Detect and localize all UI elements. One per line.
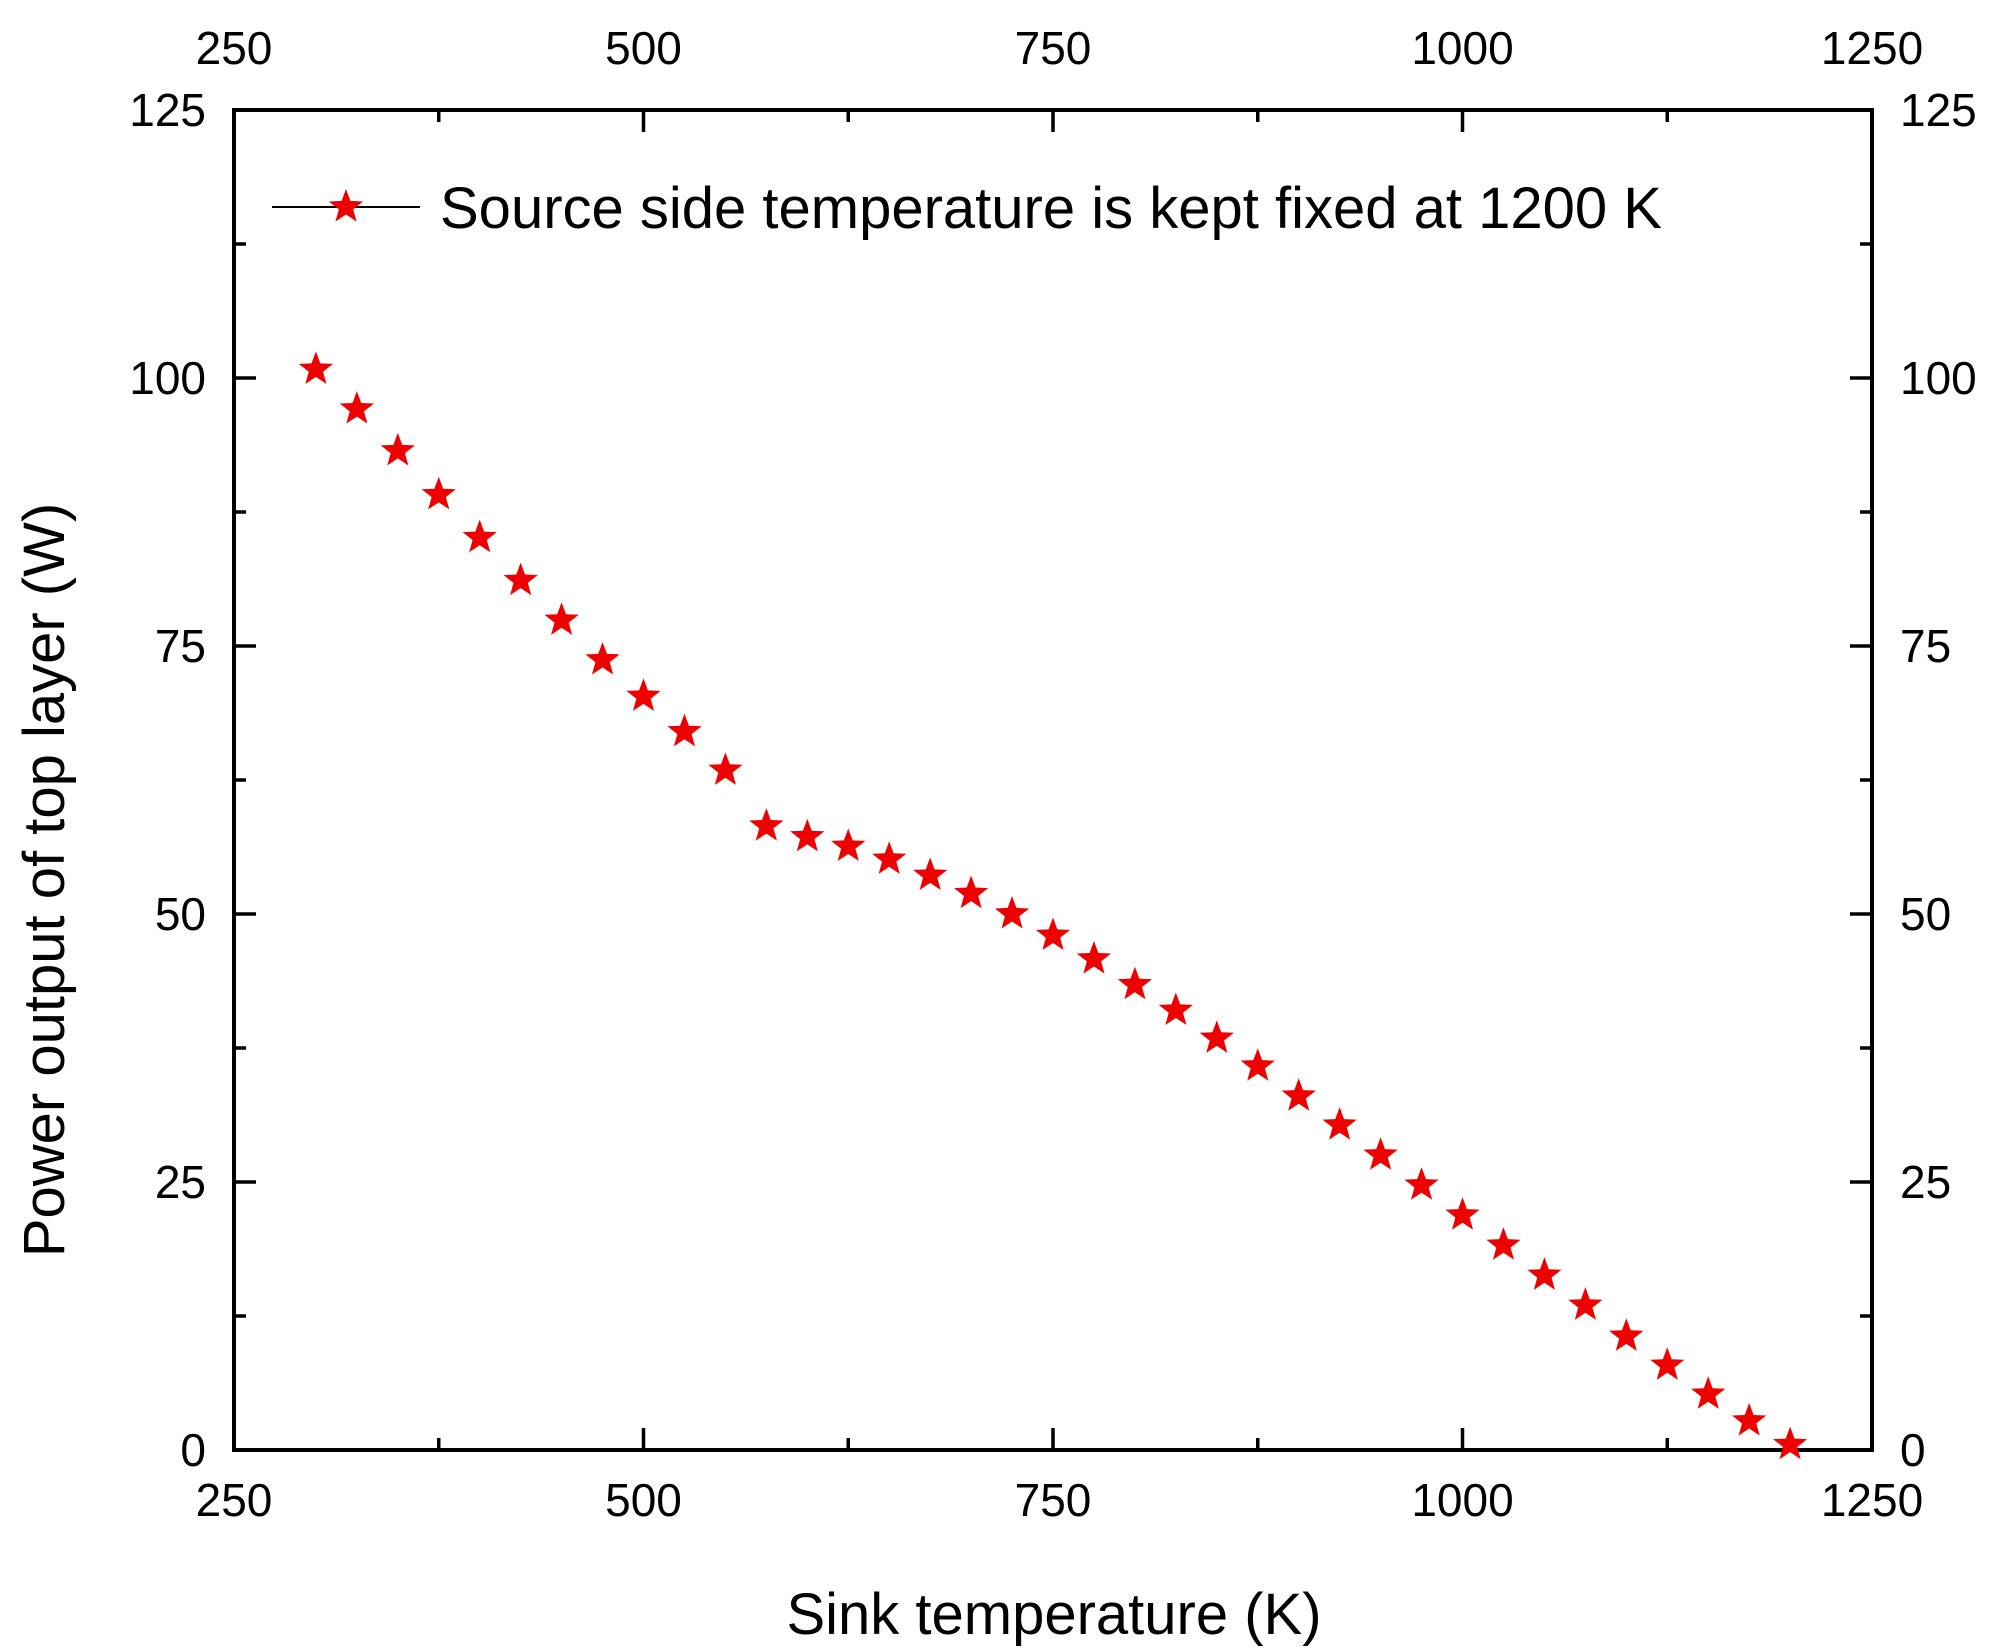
data-point-star — [1199, 1020, 1234, 1053]
data-point-star — [913, 857, 948, 890]
y-tick-label-right: 50 — [1900, 888, 1951, 940]
x-tick-label-bottom: 1250 — [1821, 1474, 1923, 1526]
data-point-star — [1732, 1403, 1767, 1436]
y-tick-label-left: 75 — [155, 620, 206, 672]
data-point-star — [708, 752, 743, 785]
x-tick-label-top: 750 — [1015, 22, 1092, 74]
data-point-star — [380, 432, 415, 466]
data-point-star — [749, 808, 784, 841]
x-tick-label-top: 250 — [196, 22, 273, 74]
axis-ticks — [232, 108, 1874, 1452]
data-point-star — [1281, 1078, 1316, 1111]
data-point-star — [953, 875, 989, 909]
x-tick-label-bottom: 250 — [196, 1474, 273, 1526]
data-point-star — [1691, 1376, 1726, 1409]
x-tick-label-top: 1000 — [1411, 22, 1513, 74]
data-point-star — [1527, 1257, 1562, 1290]
data-point-star — [1568, 1287, 1603, 1320]
data-point-star — [1158, 992, 1193, 1026]
data-point-star — [1404, 1167, 1439, 1200]
data-point-star — [831, 828, 866, 862]
y-tick-label-right: 100 — [1900, 352, 1977, 404]
x-tick-label-top: 1250 — [1821, 22, 1923, 74]
y-tick-label-right: 125 — [1900, 84, 1977, 136]
data-point-star — [626, 678, 661, 711]
y-tick-label-left: 125 — [129, 84, 206, 136]
y-tick-label-right: 0 — [1900, 1424, 1926, 1476]
data-point-star — [503, 562, 538, 596]
legend-star-marker — [328, 189, 364, 222]
data-point-star — [462, 519, 497, 553]
data-point-star — [667, 713, 702, 747]
data-markers — [298, 351, 1808, 1460]
data-point-star — [994, 896, 1030, 929]
data-point-star — [1363, 1137, 1398, 1170]
data-point-star — [790, 818, 825, 852]
data-point-star — [421, 476, 456, 510]
data-point-star — [339, 391, 374, 424]
data-point-star — [1650, 1347, 1685, 1380]
x-tick-label-bottom: 500 — [605, 1474, 682, 1526]
y-tick-label-right: 25 — [1900, 1156, 1951, 1208]
y-tick-label-right: 75 — [1900, 620, 1951, 672]
data-point-star — [585, 641, 620, 675]
data-point-star — [1322, 1107, 1357, 1140]
y-tick-label-left: 0 — [180, 1424, 206, 1476]
data-point-star — [1117, 966, 1153, 1000]
x-axis-title: Sink temperature (K) — [786, 1582, 1321, 1647]
data-point-star — [1486, 1227, 1521, 1260]
x-tick-label-bottom: 1000 — [1411, 1474, 1513, 1526]
x-tick-label-bottom: 750 — [1015, 1474, 1092, 1526]
data-point-star — [1772, 1426, 1808, 1460]
data-point-star — [298, 351, 334, 384]
y-axis-title: Power output of top layer (W) — [12, 503, 77, 1257]
x-tick-label-top: 500 — [605, 22, 682, 74]
y-tick-label-left: 25 — [155, 1156, 206, 1208]
data-point-star — [544, 602, 579, 635]
data-point-star — [1035, 917, 1071, 950]
data-point-star — [872, 841, 907, 874]
data-point-star — [1609, 1318, 1644, 1351]
data-point-star — [1240, 1048, 1275, 1081]
plot-frame — [232, 108, 1874, 1452]
y-tick-label-left: 50 — [155, 888, 206, 940]
data-point-star — [1445, 1197, 1480, 1230]
plot-border — [232, 108, 1874, 1452]
data-point-star — [1076, 941, 1112, 974]
y-tick-label-left: 100 — [129, 352, 206, 404]
legend-label: Source side temperature is kept fixed at… — [440, 176, 1662, 241]
legend: Source side temperature is kept fixed at… — [272, 176, 1662, 241]
